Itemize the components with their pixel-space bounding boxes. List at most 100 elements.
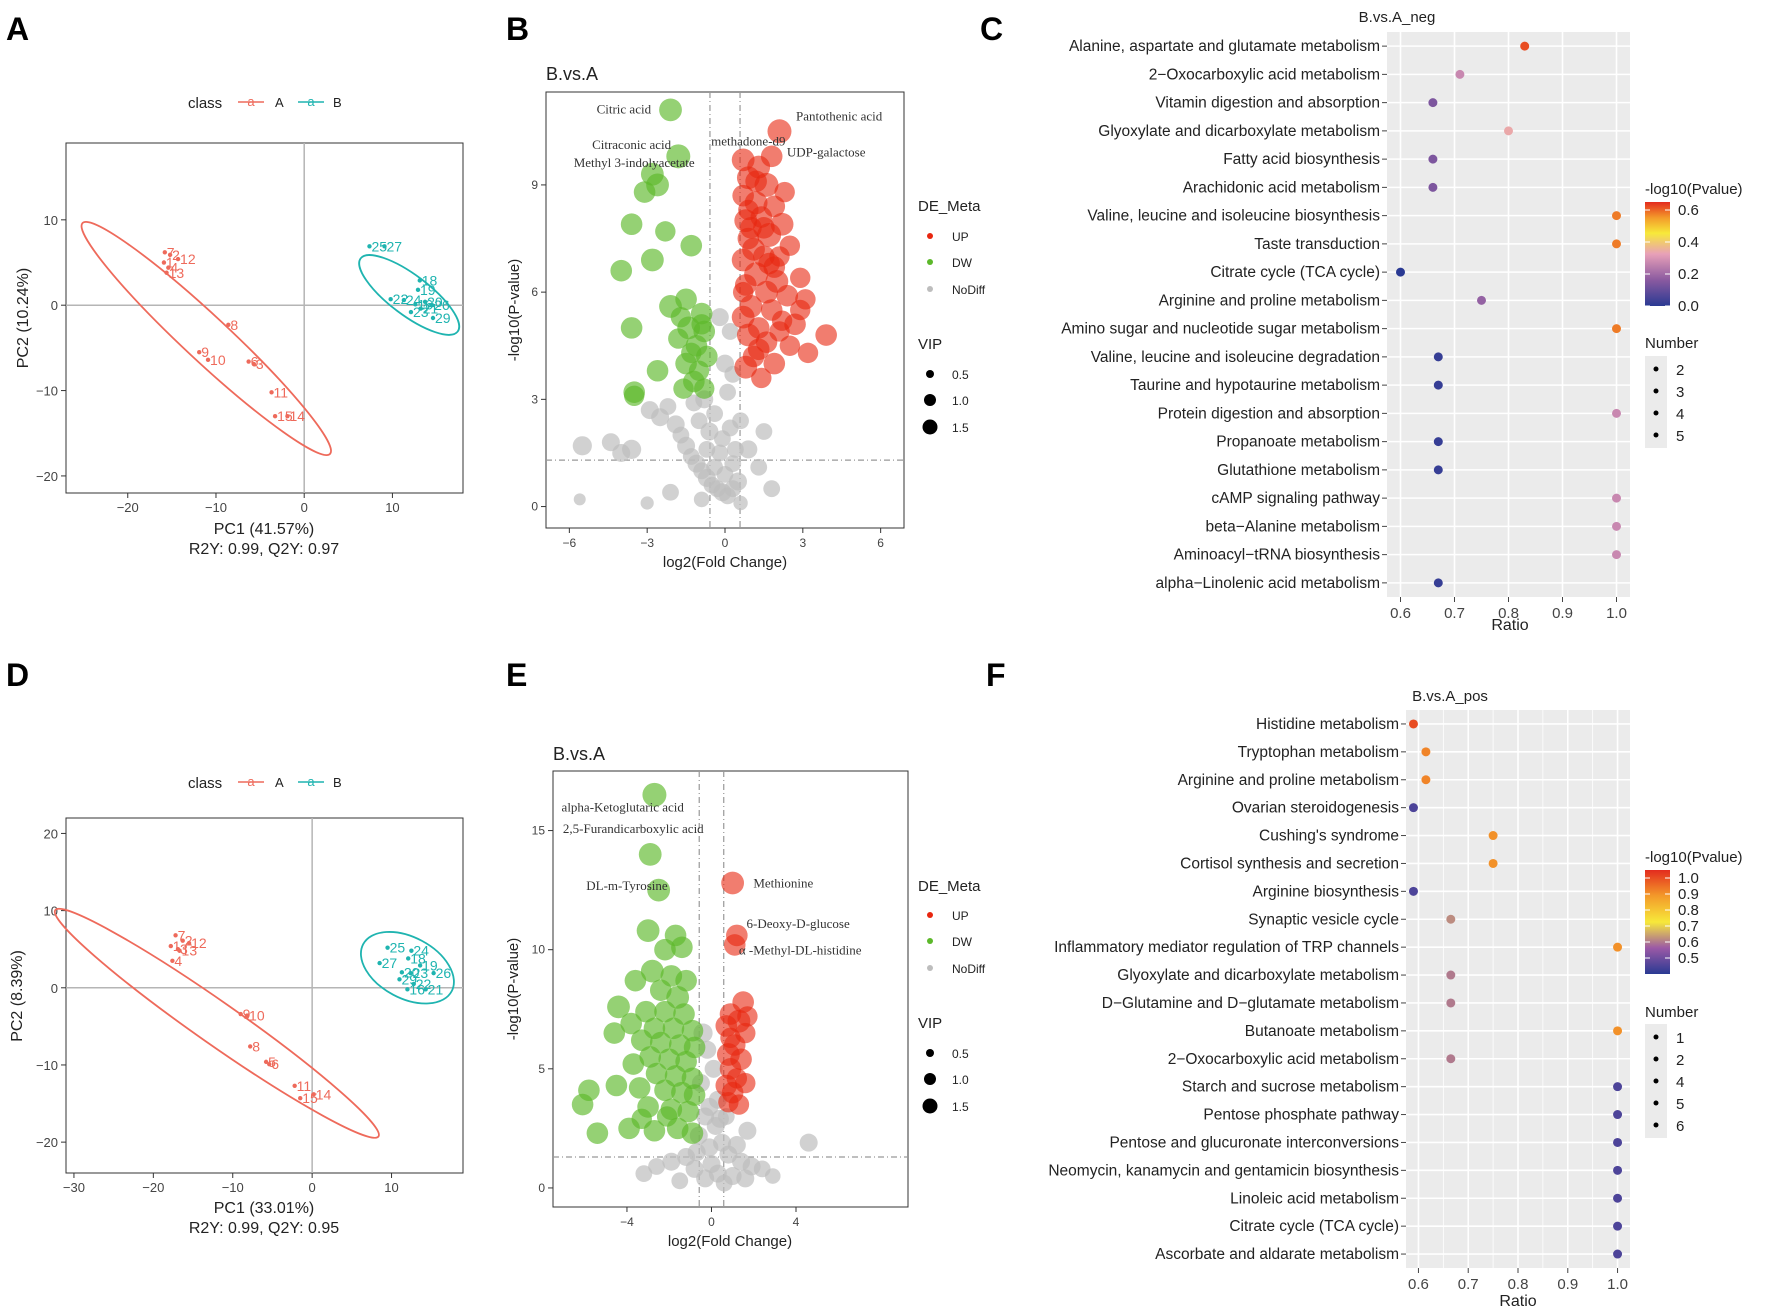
- pathway-point: [1421, 775, 1431, 785]
- pathway-label: Propanoate metabolism: [1216, 434, 1380, 451]
- x-tick-label: 0: [722, 536, 729, 550]
- volcano-plot-area: −6 −3 0 3 6 0 3 6 9 Citric acid Citraconic acid Met…: [531, 92, 904, 550]
- nodiff-point: [733, 495, 748, 511]
- dw-point: [647, 878, 671, 902]
- sample-point: [248, 1044, 253, 1049]
- metabolite-annotation: α -Methyl-DL-histidine: [739, 942, 862, 957]
- pathway-point: [1433, 437, 1443, 447]
- pathway-point: [1613, 1249, 1623, 1259]
- model-stats-label: R2Y: 0.99, Q2Y: 0.97: [189, 541, 339, 558]
- pathway-label: Glyoxylate and dicarboxylate metabolism: [1117, 967, 1399, 984]
- pathway-point: [1520, 41, 1530, 51]
- sample-point: [263, 1059, 269, 1065]
- sample-label: 2: [172, 247, 180, 263]
- nodiff-point: [755, 423, 773, 440]
- sample-point: [413, 302, 418, 307]
- colorbar-tick-label: 1.0: [1678, 870, 1699, 887]
- nodiff-point: [662, 1152, 681, 1171]
- legend-dw-label: DW: [952, 935, 973, 949]
- panel-letter-c: C: [980, 11, 1003, 47]
- size-legend-dot: [1653, 410, 1659, 416]
- panel-letter-d: D: [6, 657, 29, 693]
- pathway-label: cAMP signaling pathway: [1211, 490, 1380, 507]
- colorbar-tick-label: 0.2: [1678, 266, 1699, 283]
- pathway-label: Fatty acid biosynthesis: [1223, 151, 1380, 168]
- dw-point: [681, 1122, 704, 1144]
- up-point: [751, 367, 772, 389]
- size-legend-label: 5: [1676, 1096, 1684, 1113]
- nodiff-point: [685, 394, 703, 412]
- sample-point: [162, 250, 168, 255]
- legend-up-dot: [927, 233, 933, 239]
- sample-point: [418, 306, 423, 311]
- sample-point: [168, 943, 174, 949]
- vip-size-medium: [924, 1073, 936, 1085]
- x-tick-label: −10: [222, 1180, 244, 1195]
- colorbar-tick-label: 0.9: [1678, 886, 1699, 903]
- sample-label: 6: [271, 1056, 279, 1072]
- sample-point: [417, 278, 422, 283]
- nodiff-point: [648, 1158, 665, 1175]
- sample-label: 8: [252, 1038, 260, 1054]
- nodiff-point: [719, 383, 736, 401]
- y-tick-label: −20: [36, 1135, 58, 1150]
- nodiff-point: [700, 422, 719, 441]
- size-legend-label: 2: [1676, 1052, 1684, 1069]
- sample-point: [408, 970, 413, 976]
- pathway-point: [1612, 493, 1621, 503]
- y-tick-label: 3: [531, 392, 538, 406]
- sample-point: [166, 265, 171, 270]
- y-tick-label: 6: [531, 285, 538, 299]
- pathway-point: [1428, 98, 1438, 108]
- pathway-point: [1488, 831, 1498, 841]
- pathway-label: Neomycin, kanamycin and gentamicin biosy…: [1048, 1162, 1399, 1179]
- volcano-plot-frame: [552, 770, 909, 1208]
- dw-point: [673, 378, 694, 399]
- sample-label: 18: [410, 950, 426, 966]
- dw-point: [603, 1022, 626, 1044]
- metabolite-annotation: 2,5-Furandicarboxylic acid: [563, 821, 704, 836]
- color-legend-bar: [1645, 202, 1670, 306]
- x-axis-label: PC1 (33.01%): [214, 1200, 315, 1217]
- pathway-label: Citrate cycle (TCA cycle): [1229, 1218, 1399, 1235]
- pathway-label: Valine, leucine and isoleucine degradati…: [1091, 349, 1380, 366]
- dw-point: [571, 1093, 594, 1116]
- nodiff-point: [717, 1108, 735, 1125]
- x-tick-label: 6: [877, 536, 884, 550]
- nodiff-point: [635, 1165, 653, 1183]
- pathway-point: [1612, 550, 1621, 560]
- sample-point: [205, 357, 211, 363]
- nodiff-point: [640, 496, 654, 510]
- y-tick-label: 0: [531, 500, 538, 514]
- sample-point: [177, 948, 182, 953]
- pathway-label: Arginine and proline metabolism: [1159, 292, 1380, 309]
- sample-label: 23: [413, 304, 429, 320]
- pca-legend-title: class: [188, 95, 222, 112]
- vip-label-large: 1.5: [952, 421, 969, 435]
- sample-point: [164, 270, 169, 275]
- nodiff-point: [738, 1121, 757, 1140]
- sample-label: 27: [382, 955, 398, 971]
- dw-point: [671, 936, 693, 959]
- dw-point: [642, 782, 667, 807]
- sample-point: [285, 413, 290, 419]
- metabolite-annotation: Citraconic acid: [592, 137, 672, 152]
- dw-point: [654, 938, 676, 961]
- color-legend-bar: [1645, 870, 1670, 974]
- sample-label: 24: [406, 292, 422, 308]
- dw-point: [666, 985, 690, 1009]
- colorbar-tick-label: 0.0: [1678, 298, 1699, 315]
- sample-label: 8: [230, 317, 238, 333]
- y-tick-label: 0: [51, 298, 58, 313]
- dw-point: [628, 1077, 651, 1099]
- sample-point: [246, 359, 251, 364]
- sample-label: 11: [274, 384, 289, 400]
- nodiff-point: [612, 443, 631, 462]
- pathway-label: Histidine metabolism: [1256, 716, 1399, 733]
- pathway-label: Glutathione metabolism: [1217, 462, 1380, 479]
- nodiff-point: [764, 1168, 781, 1184]
- pathway-label: Arginine biosynthesis: [1253, 883, 1400, 900]
- dw-point: [691, 314, 712, 335]
- size-legend-dot: [1653, 432, 1659, 438]
